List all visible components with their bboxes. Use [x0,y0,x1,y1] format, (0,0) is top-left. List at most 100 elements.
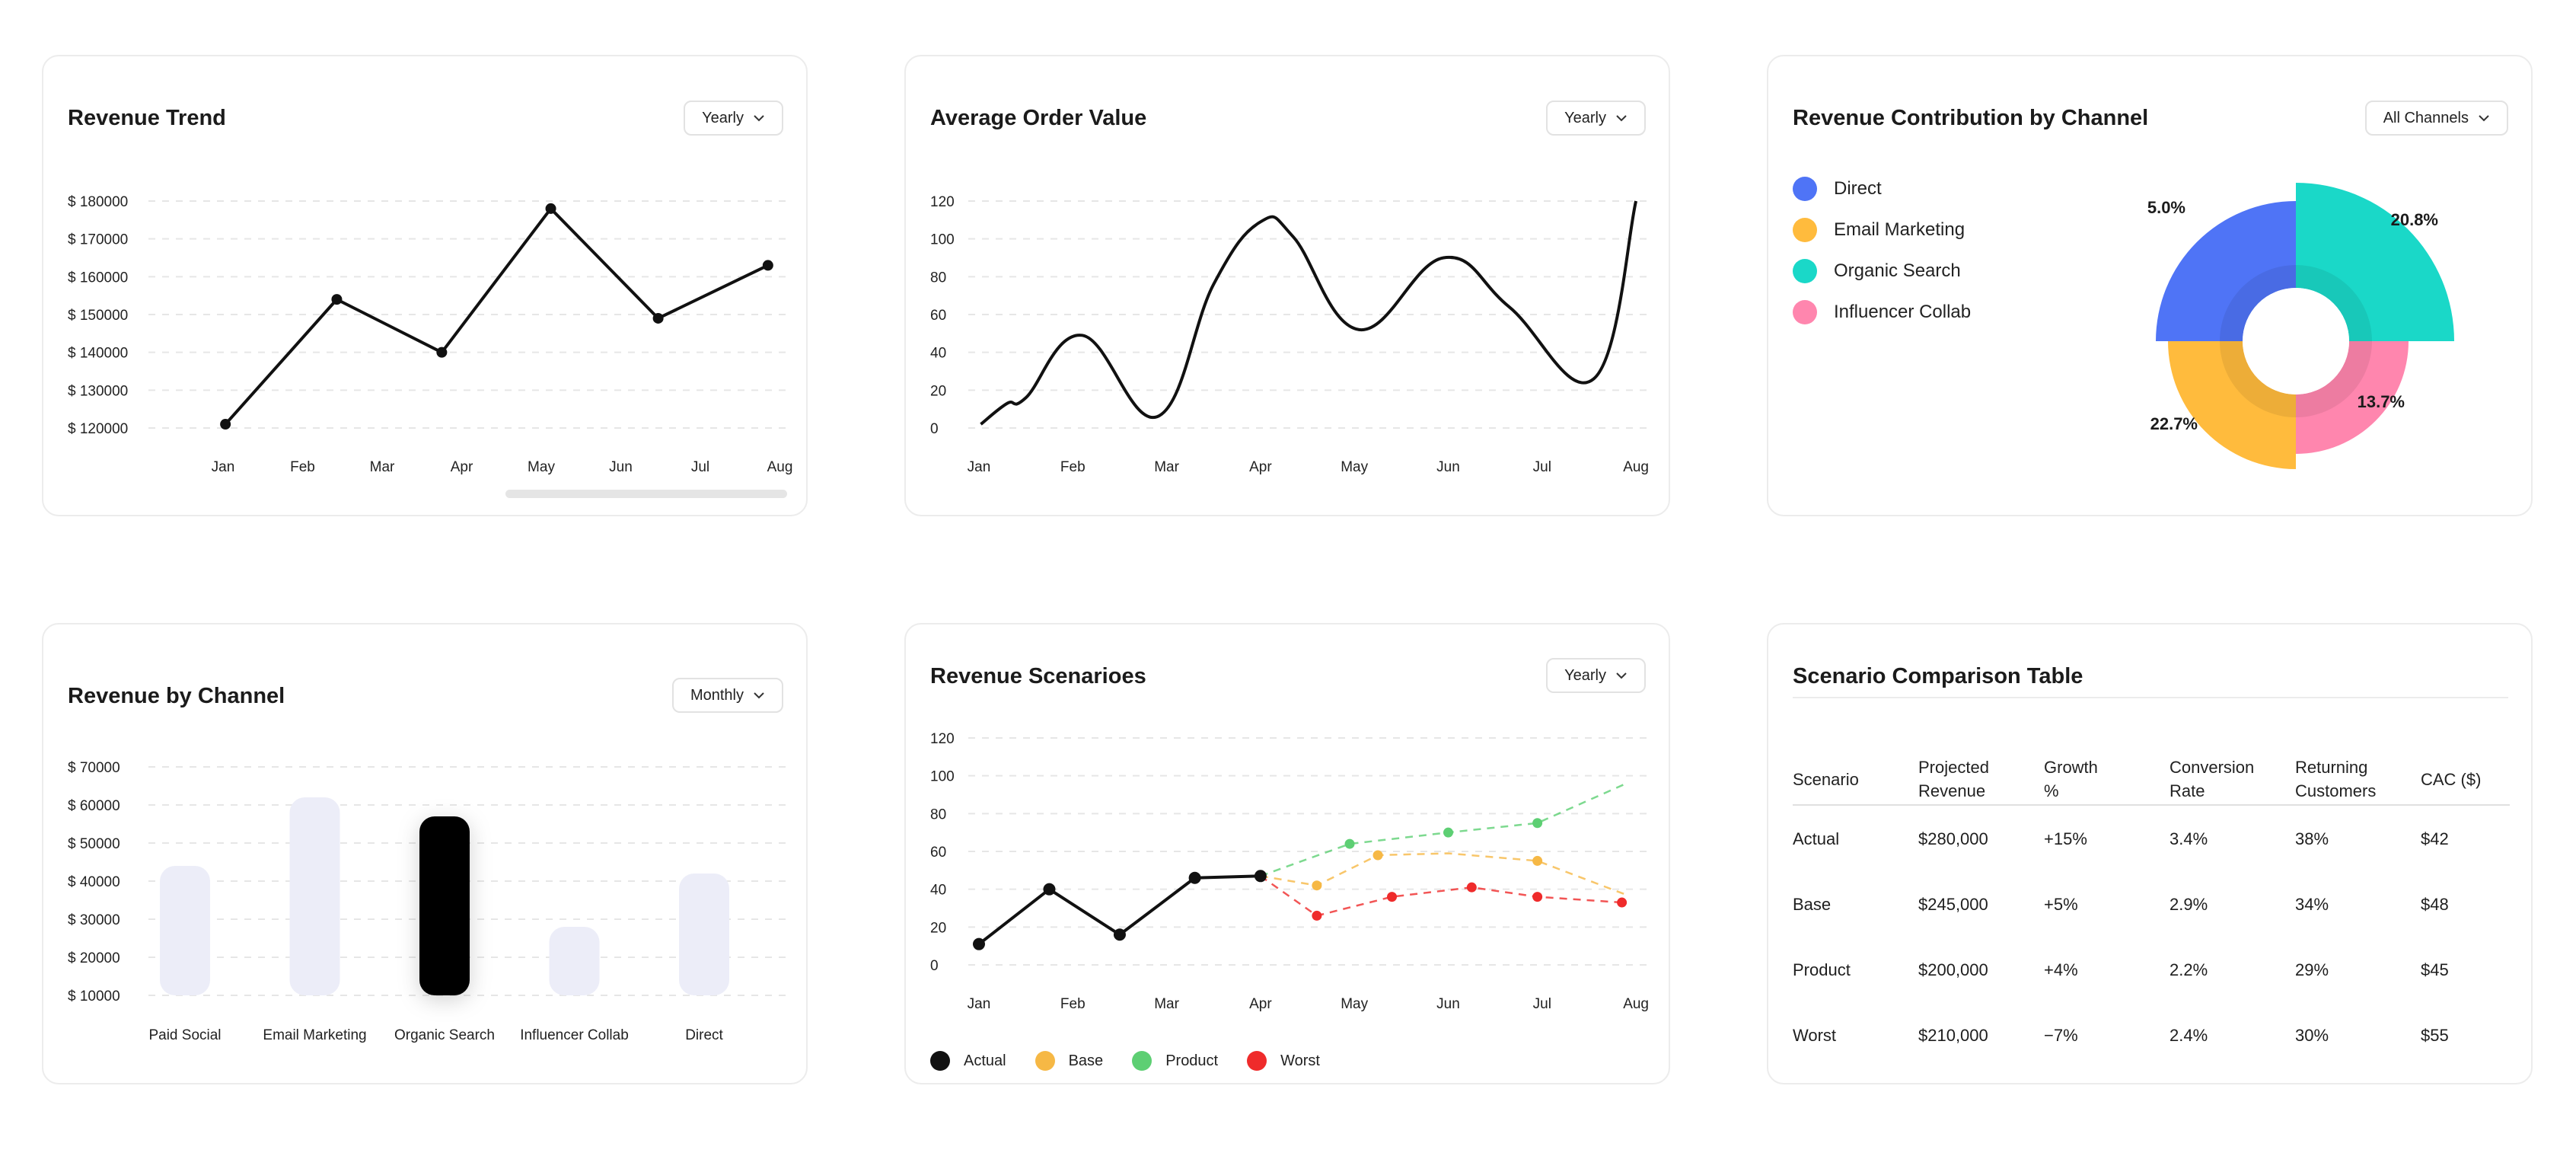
table-cell: 34% [2295,894,2329,914]
legend-item-product: Product [1132,1051,1218,1071]
x-tick-label: Aug [1623,996,1649,1012]
column-header: Conversion Rate [2170,755,2295,803]
x-tick-label: Jul [691,459,709,475]
x-tick-label: Direct [685,1027,723,1043]
donut-hole [2243,288,2349,394]
x-tick-label: Jan [968,996,991,1012]
chevron-down-icon [754,115,764,122]
legend-item-worst: Worst [1247,1051,1320,1071]
table-cell: +15% [2044,829,2087,848]
column-header: Projected Revenue [1918,755,2044,803]
table-cell: 2.4% [2170,1025,2208,1045]
revenue-trend-line [224,206,769,426]
revenue-scenarios-chart: 120 100 80 60 40 20 0 Jan Feb Mar Apr May Jun Jul Aug [930,731,1650,1012]
chevron-down-icon [754,692,764,699]
table-cell: $210,000 [1918,1025,1988,1045]
chart-scrollbar[interactable] [505,490,787,498]
table-cell: −7% [2044,1025,2078,1045]
data-point-worst [1387,892,1398,902]
table-cell: Worst [1793,1025,1837,1045]
average-order-value-period-dropdown[interactable]: Yearly [1546,101,1646,136]
y-tick-label: 100 [930,769,955,785]
x-tick-label: Feb [1060,459,1086,475]
revenue-trend-card: Revenue Trend Yearly $ 180000 $ 170000 $ 1… [42,55,808,516]
legend-label: Base [1068,1052,1104,1069]
revenue-by-channel-chart: $ 70000 $ 60000 $ 50000 $ 40000 $ 30000 $ 200… [68,760,787,1043]
y-tick-label: 120 [930,194,955,210]
legend-item-actual: Actual [930,1051,1006,1071]
y-tick-label: 80 [930,806,946,822]
dropdown-label: All Channels [2383,109,2469,126]
legend-label: Actual [964,1052,1006,1069]
column-header-line: Projected [1918,758,1989,777]
table-cell: $48 [2421,894,2449,914]
y-tick-label: $ 120000 [68,421,128,437]
table-header-row: Scenario Projected Revenue Growth% Conversio… [1793,754,2510,806]
column-header-line: Rate [2170,781,2205,800]
data-point [331,294,343,305]
data-point [436,347,448,358]
x-tick-label: Email Marketing [263,1027,366,1043]
scenario-comparison-title: Scenario Comparison Table [1793,664,2083,688]
revenue-contribution-card: Revenue Contribution by Channel All Chan… [1767,55,2533,516]
y-tick-label: $ 180000 [68,194,128,210]
y-tick-label: 60 [930,845,946,861]
y-tick-label: $ 140000 [68,346,128,362]
column-header-line: CAC ($) [2421,769,2482,789]
legend-item-organic-search: Organic Search [1793,259,1961,283]
data-point [545,203,556,214]
column-header-line: Returning [2295,758,2368,777]
data-point-product [1344,838,1355,849]
table-cell: $45 [2421,960,2449,979]
x-tick-label: Influencer Collab [520,1027,629,1043]
column-header-line: Customers [2295,781,2377,800]
y-tick-label: 100 [930,232,955,248]
revenue-trend-title: Revenue Trend [68,106,226,130]
donut-slice [2296,341,2409,454]
x-tick-label: Feb [1060,996,1086,1012]
dropdown-label: Monthly [690,686,744,704]
data-point-worst [1312,910,1322,921]
revenue-trend-period-dropdown[interactable]: Yearly [684,101,783,136]
x-tick-label: Jul [1533,996,1551,1012]
y-tick-label: 0 [930,421,939,437]
column-header: CAC ($) [2421,768,2510,791]
y-tick-label: 40 [930,883,946,899]
data-point-worst [1532,892,1543,902]
revenue-scenarios-period-dropdown[interactable]: Yearly [1546,658,1646,693]
revenue-by-channel-period-dropdown[interactable]: Monthly [671,678,783,713]
y-tick-label: 20 [930,383,946,399]
legend-label: Product [1165,1052,1219,1069]
legend-item-base: Base [1035,1051,1104,1071]
channel-filter-dropdown[interactable]: All Channels [2364,101,2508,136]
dropdown-label: Yearly [1564,109,1606,126]
y-tick-label: 0 [930,958,939,974]
y-tick-label: $ 130000 [68,383,128,399]
x-tick-label: Jun [609,459,633,475]
data-point [652,312,664,324]
average-order-value-title: Average Order Value [930,106,1147,130]
revenue-trend-chart: $ 180000 $ 170000 $ 160000 $ 150000 $ 140000… [68,194,792,475]
bar [289,797,340,995]
data-point-base [1312,880,1322,891]
x-tick-label: May [1341,996,1368,1012]
x-tick-label: Jul [1533,459,1551,475]
y-tick-label: 60 [930,308,946,324]
donut-slice [2168,341,2296,469]
column-header-line: Scenario [1793,769,1859,789]
y-tick-label: 80 [930,270,946,286]
revenue-by-channel-card: Revenue by Channel Monthly $ 70000 $ 6000… [42,623,808,1084]
table-cell: 38% [2295,829,2329,848]
title-divider [1793,697,2508,698]
y-tick-label: $ 170000 [68,232,128,248]
table-cell: Actual [1793,829,1840,848]
y-tick-label: $ 150000 [68,308,128,324]
y-tick-label: 20 [930,920,946,936]
legend-item-email-marketing: Email Marketing [1793,218,1965,242]
revenue-scenarios-card: Revenue Scenarioes Yearly 120 100 80 60 40 20… [904,623,1670,1084]
legend-label: Influencer Collab [1834,302,1972,322]
column-header-line: Revenue [1918,781,1986,800]
y-tick-label: $ 70000 [68,760,120,776]
table-cell: 2.2% [2170,960,2208,979]
table-cell: +4% [2044,960,2078,979]
